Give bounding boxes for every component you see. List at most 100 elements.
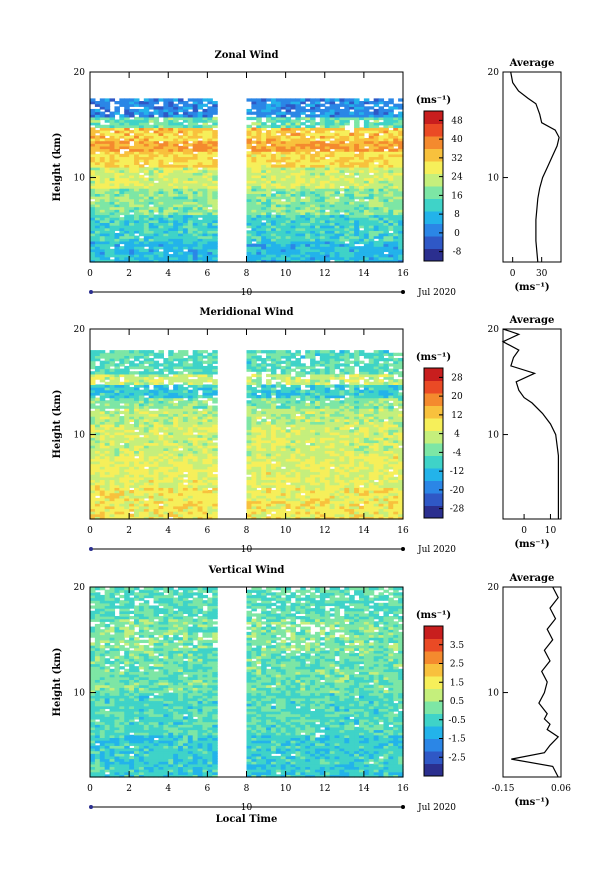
heatmap-cell bbox=[285, 463, 292, 467]
heatmap-cell bbox=[339, 111, 345, 115]
heatmap-cell bbox=[134, 145, 140, 150]
heatmap-cell bbox=[212, 101, 218, 105]
heatmap-cell bbox=[99, 235, 106, 239]
heatmap-cell bbox=[373, 251, 380, 255]
heatmap-cell bbox=[334, 124, 341, 129]
heatmap-cell bbox=[270, 217, 277, 221]
heatmap-cell bbox=[275, 246, 282, 250]
heatmap-cell bbox=[305, 453, 311, 457]
heatmap-cell bbox=[388, 137, 394, 142]
heatmap-cell bbox=[158, 198, 164, 202]
heatmap-cell bbox=[192, 225, 199, 229]
x-tick-label: 4 bbox=[165, 269, 171, 279]
heatmap-cell bbox=[212, 497, 218, 502]
heatmap-cell bbox=[114, 511, 120, 515]
heatmap-cell bbox=[275, 169, 282, 173]
heatmap-cell bbox=[334, 153, 341, 158]
heatmap-cell bbox=[119, 256, 125, 260]
heatmap-cell bbox=[187, 119, 194, 123]
heatmap-cell bbox=[363, 127, 370, 131]
heatmap-cell bbox=[246, 256, 252, 260]
heatmap-cell bbox=[197, 132, 204, 136]
heatmap-cell bbox=[373, 111, 380, 115]
heatmap-cell bbox=[138, 458, 145, 462]
heatmap-cell bbox=[202, 246, 208, 250]
heatmap-cell bbox=[153, 119, 160, 123]
heatmap-cell bbox=[158, 246, 164, 250]
heatmap-cell bbox=[295, 153, 301, 158]
heatmap-cell bbox=[290, 177, 297, 181]
heatmap-cell bbox=[173, 227, 179, 231]
heatmap-cell bbox=[261, 140, 267, 144]
heatmap-cell bbox=[319, 455, 326, 459]
heatmap-cell bbox=[329, 503, 336, 507]
heatmap-cell bbox=[182, 143, 189, 147]
heatmap-cell bbox=[94, 479, 101, 483]
heatmap-cell bbox=[339, 492, 345, 496]
heatmap-cell bbox=[388, 164, 394, 168]
heatmap-cell bbox=[158, 259, 164, 263]
heatmap-cell bbox=[104, 508, 111, 512]
heatmap-cell bbox=[182, 259, 189, 263]
heatmap-cell bbox=[319, 161, 326, 165]
heatmap-cell bbox=[182, 164, 189, 168]
heatmap-cell bbox=[354, 238, 360, 242]
heatmap-cell bbox=[182, 455, 189, 459]
heatmap-cell bbox=[398, 500, 404, 504]
heatmap-cell bbox=[310, 222, 316, 226]
heatmap-cell bbox=[275, 188, 282, 192]
heatmap-cell bbox=[270, 106, 277, 110]
heatmap-cell bbox=[251, 106, 257, 110]
heatmap-cell bbox=[134, 476, 140, 481]
heatmap-cell bbox=[124, 103, 130, 107]
heatmap-cell bbox=[275, 513, 282, 517]
heatmap-cell bbox=[378, 482, 385, 486]
heatmap-cell bbox=[363, 196, 370, 200]
heatmap-cell bbox=[334, 135, 341, 139]
heatmap-cell bbox=[280, 211, 287, 216]
heatmap-cell bbox=[373, 143, 380, 147]
heatmap-cell bbox=[256, 497, 262, 502]
heatmap-cell bbox=[143, 222, 150, 226]
heatmap-cell bbox=[251, 487, 257, 491]
heatmap-cell bbox=[358, 450, 365, 454]
heatmap-cell bbox=[270, 132, 277, 136]
heatmap-cell bbox=[90, 174, 96, 179]
heatmap-cell bbox=[266, 135, 272, 139]
heatmap-cell bbox=[163, 495, 169, 499]
heatmap-cell bbox=[163, 111, 169, 115]
heatmap-cell bbox=[295, 476, 301, 481]
heatmap-cell bbox=[324, 193, 331, 197]
heatmap-cell bbox=[212, 119, 218, 123]
heatmap-cell bbox=[192, 476, 199, 481]
heatmap-cell bbox=[134, 222, 140, 226]
heatmap-cell bbox=[173, 182, 179, 187]
heatmap-cell bbox=[339, 511, 345, 515]
heatmap-cell bbox=[339, 455, 345, 459]
heatmap-cell bbox=[192, 172, 199, 176]
heatmap-cell bbox=[329, 505, 336, 510]
heatmap-cell bbox=[339, 206, 345, 210]
heatmap-cell bbox=[305, 130, 311, 134]
heatmap-cell bbox=[339, 458, 345, 462]
heatmap-cell bbox=[368, 114, 375, 118]
heatmap-cell bbox=[334, 203, 341, 208]
heatmap-cell bbox=[94, 254, 101, 258]
heatmap-cell bbox=[90, 238, 96, 242]
heatmap-cell bbox=[324, 198, 331, 202]
heatmap-cell bbox=[178, 500, 184, 504]
heatmap-cell bbox=[197, 116, 204, 121]
heatmap-cell bbox=[334, 159, 341, 163]
heatmap-cell bbox=[285, 151, 292, 155]
heatmap-cell bbox=[354, 143, 360, 147]
heatmap-cell bbox=[114, 206, 120, 210]
heatmap-cell bbox=[354, 492, 360, 496]
heatmap-cell bbox=[393, 503, 399, 507]
heatmap-cell bbox=[138, 450, 145, 454]
heatmap-cell bbox=[212, 513, 218, 517]
heatmap-cell bbox=[153, 159, 160, 163]
heatmap-cell bbox=[99, 211, 106, 216]
heatmap-cell bbox=[143, 227, 150, 231]
heatmap-cell bbox=[99, 135, 106, 139]
heatmap-cell bbox=[114, 161, 120, 165]
